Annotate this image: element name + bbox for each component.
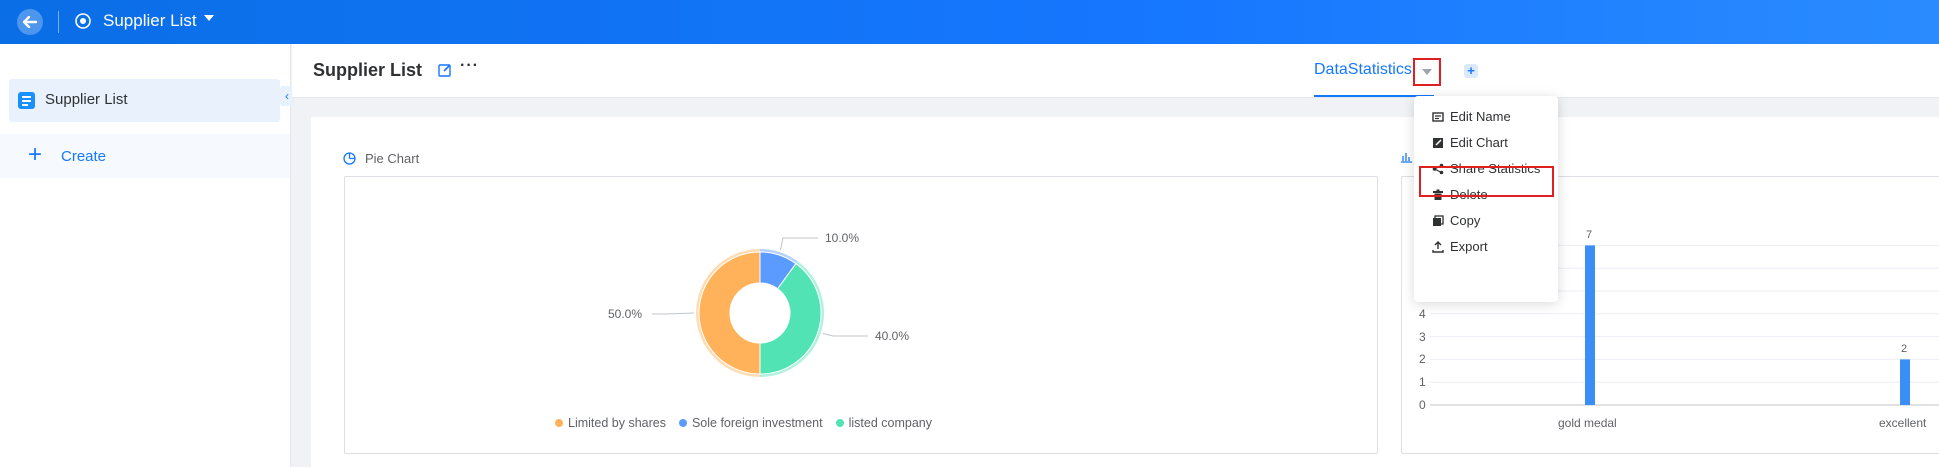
active-tab-indicator xyxy=(1314,95,1434,97)
bar-y-tick: 4 xyxy=(1419,306,1426,321)
edit-name-icon xyxy=(1432,112,1444,122)
legend-label: listed company xyxy=(848,416,932,430)
page-title: Supplier List xyxy=(313,60,423,80)
menu-item-export[interactable]: Export xyxy=(1414,234,1558,260)
menu-item-label: Edit Chart xyxy=(1450,135,1508,150)
list-icon xyxy=(18,92,35,109)
app-title[interactable]: Supplier List xyxy=(103,11,197,30)
chevron-down-icon[interactable] xyxy=(203,13,215,23)
copy-icon xyxy=(1433,215,1444,226)
legend-dot xyxy=(835,419,844,427)
pie-legend: Limited by shares Sole foreign investment… xyxy=(555,416,932,430)
legend-dot xyxy=(678,419,687,427)
menu-item-label: Share Statistics xyxy=(1450,161,1541,176)
menu-item-label: Delete xyxy=(1450,187,1488,202)
bar-value-label: 7 xyxy=(1586,229,1593,242)
pie-chart-card xyxy=(344,176,1378,454)
back-button[interactable] xyxy=(17,9,43,35)
create-button[interactable]: + Create xyxy=(0,134,290,178)
create-label: Create xyxy=(61,148,107,165)
pie-chart-title: Pie Chart xyxy=(365,151,420,166)
legend-dot xyxy=(555,419,563,427)
tab-data-statistics[interactable]: DataStatistics xyxy=(1314,61,1412,78)
sidebar-item-label: Supplier List xyxy=(45,91,128,108)
menu-item-edit-chart[interactable]: Edit Chart xyxy=(1414,130,1558,156)
legend-item[interactable]: listed company xyxy=(835,416,932,430)
edit-chart-icon xyxy=(1433,138,1443,148)
sidebar: Supplier List + Create xyxy=(0,44,291,467)
menu-item-copy[interactable]: Copy xyxy=(1414,208,1558,234)
export-icon xyxy=(1432,241,1444,253)
legend-label: Limited by shares xyxy=(568,416,666,430)
add-tab-button[interactable]: + xyxy=(1464,64,1478,78)
tab-options-menu: Edit Name Edit Chart Share Statistics Delet… xyxy=(1414,96,1558,302)
legend-item[interactable]: Limited by shares xyxy=(555,416,666,430)
collapse-sidebar-button[interactable]: ‹ xyxy=(280,86,294,106)
legend-label: Sole foreign investment xyxy=(691,416,823,430)
caret-down-icon xyxy=(1422,69,1432,75)
edit-icon[interactable] xyxy=(438,63,452,77)
bar-y-tick: 1 xyxy=(1419,375,1426,390)
legend-item[interactable]: Sole foreign investment xyxy=(678,416,823,430)
back-arrow-icon xyxy=(23,16,37,28)
main-header: Supplier List ··· DataStatistics + xyxy=(292,44,1939,98)
plus-icon: + xyxy=(28,141,43,168)
bar-value-label: 2 xyxy=(1901,343,1908,356)
bar-chart-icon xyxy=(1401,153,1412,163)
menu-item-edit-name[interactable]: Edit Name xyxy=(1414,104,1558,130)
share-statistics-highlight xyxy=(1419,166,1554,197)
bar-category-label: gold medal xyxy=(1558,416,1617,430)
bar-y-tick: 2 xyxy=(1419,352,1426,367)
sidebar-item-supplier-list[interactable]: Supplier List xyxy=(9,79,280,122)
divider xyxy=(58,11,59,33)
menu-item-label: Edit Name xyxy=(1450,109,1511,124)
pie-chart-icon xyxy=(343,152,356,165)
top-bar: Supplier List xyxy=(0,0,1939,44)
more-icon[interactable]: ··· xyxy=(460,57,479,74)
tab-dropdown-button[interactable] xyxy=(1413,58,1441,86)
menu-item-label: Copy xyxy=(1450,213,1481,228)
bar-y-tick: 0 xyxy=(1419,398,1426,412)
bar-y-tick: 3 xyxy=(1419,329,1426,344)
app-logo-icon xyxy=(75,13,91,29)
menu-item-label: Export xyxy=(1450,239,1488,254)
bar-category-label: excellent xyxy=(1879,416,1927,430)
